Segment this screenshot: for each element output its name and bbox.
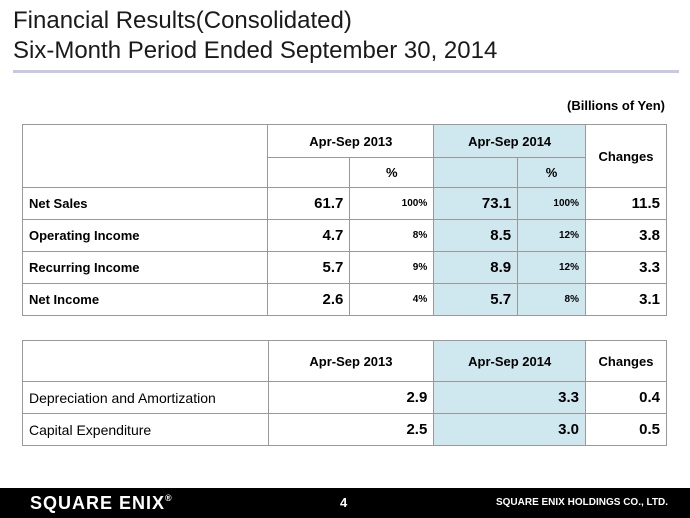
value-2014: 5.7: [433, 283, 519, 316]
value-2013: 2.6: [267, 283, 351, 316]
change-value: 3.1: [585, 283, 667, 316]
pct-2013: 100%: [349, 187, 435, 220]
title-line-2: Six-Month Period Ended September 30, 201…: [13, 37, 498, 64]
title-divider: [13, 70, 679, 73]
value-2013: 61.7: [267, 187, 351, 220]
title-line-1: Financial Results(Consolidated): [13, 7, 352, 34]
table-row: Depreciation and Amortization 2.9 3.3 0.4: [22, 381, 667, 414]
header-blank: [21, 124, 269, 188]
change-value: 11.5: [585, 187, 667, 220]
table-row: Capital Expenditure 2.5 3.0 0.5: [22, 413, 667, 446]
page-number: 4: [340, 495, 348, 510]
change-value: 3.8: [585, 219, 667, 252]
pct-2013: 4%: [349, 283, 435, 316]
row-label: Net Sales: [21, 187, 269, 220]
capex-table: Apr-Sep 2013 Apr-Sep 2014 Changes Deprec…: [22, 340, 667, 446]
units-label: (Billions of Yen): [567, 98, 665, 113]
pct-2013: 8%: [349, 219, 435, 252]
header-2014: Apr-Sep 2014: [433, 124, 586, 158]
value-2013: 4.7: [267, 219, 351, 252]
header-blank: [22, 340, 269, 382]
table-row: Operating Income 4.7 8% 8.5 12% 3.8: [21, 219, 667, 252]
value-2014: 8.5: [433, 219, 519, 252]
pct-2014: 12%: [517, 219, 586, 252]
value-2013: 5.7: [267, 251, 351, 284]
pct-2013: 9%: [349, 251, 435, 284]
row-label: Net Income: [21, 283, 269, 316]
value-2014: 3.0: [433, 413, 587, 446]
square-enix-logo: SQUARE ENIX®: [30, 493, 173, 514]
table-row: Recurring Income 5.7 9% 8.9 12% 3.3: [21, 251, 667, 284]
table-row: Net Sales 61.7 100% 73.1 100% 11.5: [21, 187, 667, 220]
header-2014-pct: %: [517, 157, 586, 188]
pct-2014: 12%: [517, 251, 586, 284]
pct-2014: 8%: [517, 283, 586, 316]
row-label: Capital Expenditure: [22, 413, 269, 446]
header-changes: Changes: [585, 124, 667, 188]
value-2014: 3.3: [433, 381, 587, 414]
row-label: Depreciation and Amortization: [22, 381, 269, 414]
change-value: 0.4: [585, 381, 667, 414]
header-2013: Apr-Sep 2013: [267, 340, 435, 382]
header-2013-value-blank: [267, 157, 351, 188]
footer-bar: SQUARE ENIX® 4 SQUARE ENIX HOLDINGS CO.,…: [0, 488, 690, 518]
value-2013: 2.9: [267, 381, 435, 414]
company-name: SQUARE ENIX HOLDINGS CO., LTD.: [495, 497, 668, 508]
header-2014: Apr-Sep 2014: [433, 340, 587, 382]
header-2013: Apr-Sep 2013: [267, 124, 435, 158]
logo-text: SQUARE ENIX: [30, 493, 166, 513]
header-changes: Changes: [585, 340, 667, 382]
header-2013-pct: %: [349, 157, 435, 188]
registered-mark: ®: [165, 493, 173, 503]
change-value: 0.5: [585, 413, 667, 446]
value-2014: 8.9: [433, 251, 519, 284]
change-value: 3.3: [585, 251, 667, 284]
pct-2014: 100%: [517, 187, 586, 220]
value-2013: 2.5: [267, 413, 435, 446]
page-title: Financial Results(Consolidated) Six-Mont…: [13, 6, 497, 66]
row-label: Recurring Income: [21, 251, 269, 284]
financial-results-table: Apr-Sep 2013 Apr-Sep 2014 Changes % % Ne…: [21, 124, 667, 316]
row-label: Operating Income: [21, 219, 269, 252]
value-2014: 73.1: [433, 187, 519, 220]
header-2014-value-blank: [433, 157, 519, 188]
table-row: Net Income 2.6 4% 5.7 8% 3.1: [21, 283, 667, 316]
